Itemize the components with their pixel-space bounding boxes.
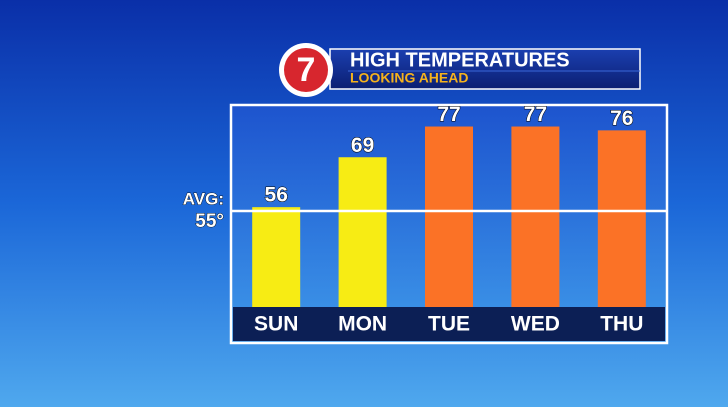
value-label: 77	[524, 103, 547, 126]
x-tick-label: SUN	[254, 313, 298, 336]
x-tick-label: WED	[511, 313, 560, 336]
bar	[597, 130, 646, 307]
average-label: AVG:	[183, 189, 224, 208]
chart-title: HIGH TEMPERATURES	[350, 49, 570, 71]
bar	[252, 207, 301, 307]
x-tick-label: THU	[600, 313, 643, 336]
chart-subtitle: LOOKING AHEAD	[350, 70, 468, 86]
value-label: 56	[265, 184, 288, 207]
title-banner	[329, 48, 641, 90]
value-label: 69	[351, 134, 374, 157]
bar	[511, 126, 560, 308]
bar	[425, 126, 473, 308]
logo: 7	[297, 51, 316, 89]
x-tick-label: MON	[338, 313, 387, 336]
category-strip	[233, 307, 665, 341]
x-tick-label: TUE	[428, 313, 470, 336]
value-label: 76	[610, 107, 633, 130]
average-value-label: 55°	[195, 211, 224, 232]
logo-disc	[284, 48, 328, 92]
value-label: 77	[437, 103, 460, 126]
bar	[338, 157, 387, 307]
